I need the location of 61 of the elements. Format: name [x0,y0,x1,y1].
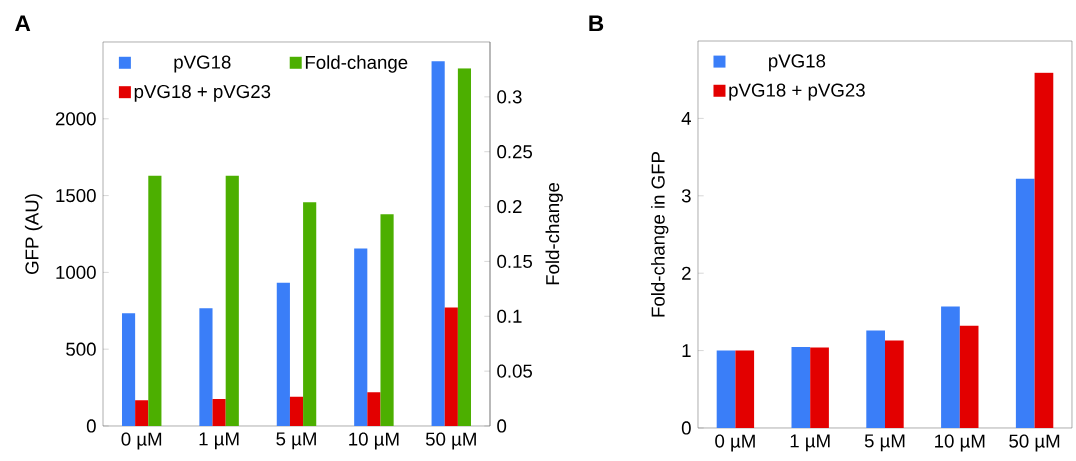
bar [735,350,755,428]
y-axis-title: GFP (AU) [24,194,43,275]
y2-tick-label: 0.15 [497,254,533,269]
bar [959,325,979,428]
y2-tick-label: 0.05 [497,364,533,378]
y-tick-label: 2 [682,266,691,280]
bar [212,398,226,426]
bar [367,392,381,426]
bar [1034,72,1054,428]
bar [866,330,885,428]
x-tick-label: 0 µM [121,432,162,450]
y-axis-title: Fold-change in GFP [651,151,669,317]
y-tick-label: 0 [681,421,691,435]
y2-tick-label: 0.2 [497,199,522,214]
bar [457,68,472,426]
y2-tick-label: 0.3 [497,90,522,104]
x-tick-label: 50 µM [1009,434,1060,452]
x-tick-label: 5 µM [864,434,905,452]
bar [941,306,960,428]
bar [289,396,304,426]
x-tick-label: 10 µM [935,434,985,452]
y2-tick-label: 0.25 [497,145,533,159]
legend-label: pVG18 + pVG23 [134,84,271,102]
bar [354,248,368,426]
text: A [15,15,31,32]
y-tick-label: 500 [66,342,96,356]
y-tick-label: 0 [86,419,96,433]
bar [791,347,811,428]
bar [276,282,290,426]
y2-tick-label: 0 [497,419,507,433]
y-tick-label: 1 [682,344,691,358]
y-tick-label: 3 [681,189,691,203]
y-tick-label: 1500 [56,188,96,203]
bar [1015,178,1035,428]
y2-tick-label: 0.1 [497,309,522,323]
bar [225,175,239,426]
y-tick-label: 1000 [56,265,96,279]
x-tick-label: 1 µM [199,432,239,450]
bar [135,400,149,426]
bar [199,308,213,426]
bar [303,202,317,426]
y-tick-label: 4 [681,111,691,125]
x-tick-label: 10 µM [349,432,399,450]
x-tick-label: 0 µM [715,434,755,452]
bar [716,350,736,428]
bar [431,61,445,426]
legend-label: Fold-change [305,55,408,73]
bar [884,340,904,428]
bar [148,175,162,426]
text: B [589,15,604,32]
y2-axis-title: Fold-change [545,182,563,285]
x-tick-label: 5 µM [276,432,316,450]
bar [121,313,136,426]
legend-label: pVG18 [769,54,826,72]
legend-label: pVG18 [174,55,231,73]
x-tick-label: 50 µM [425,432,476,450]
y-tick-label: 2000 [55,112,96,126]
bar [810,347,829,428]
x-tick-label: 1 µM [790,434,830,452]
bar [380,214,394,426]
legend-label: pVG18 + pVG23 [729,83,865,101]
